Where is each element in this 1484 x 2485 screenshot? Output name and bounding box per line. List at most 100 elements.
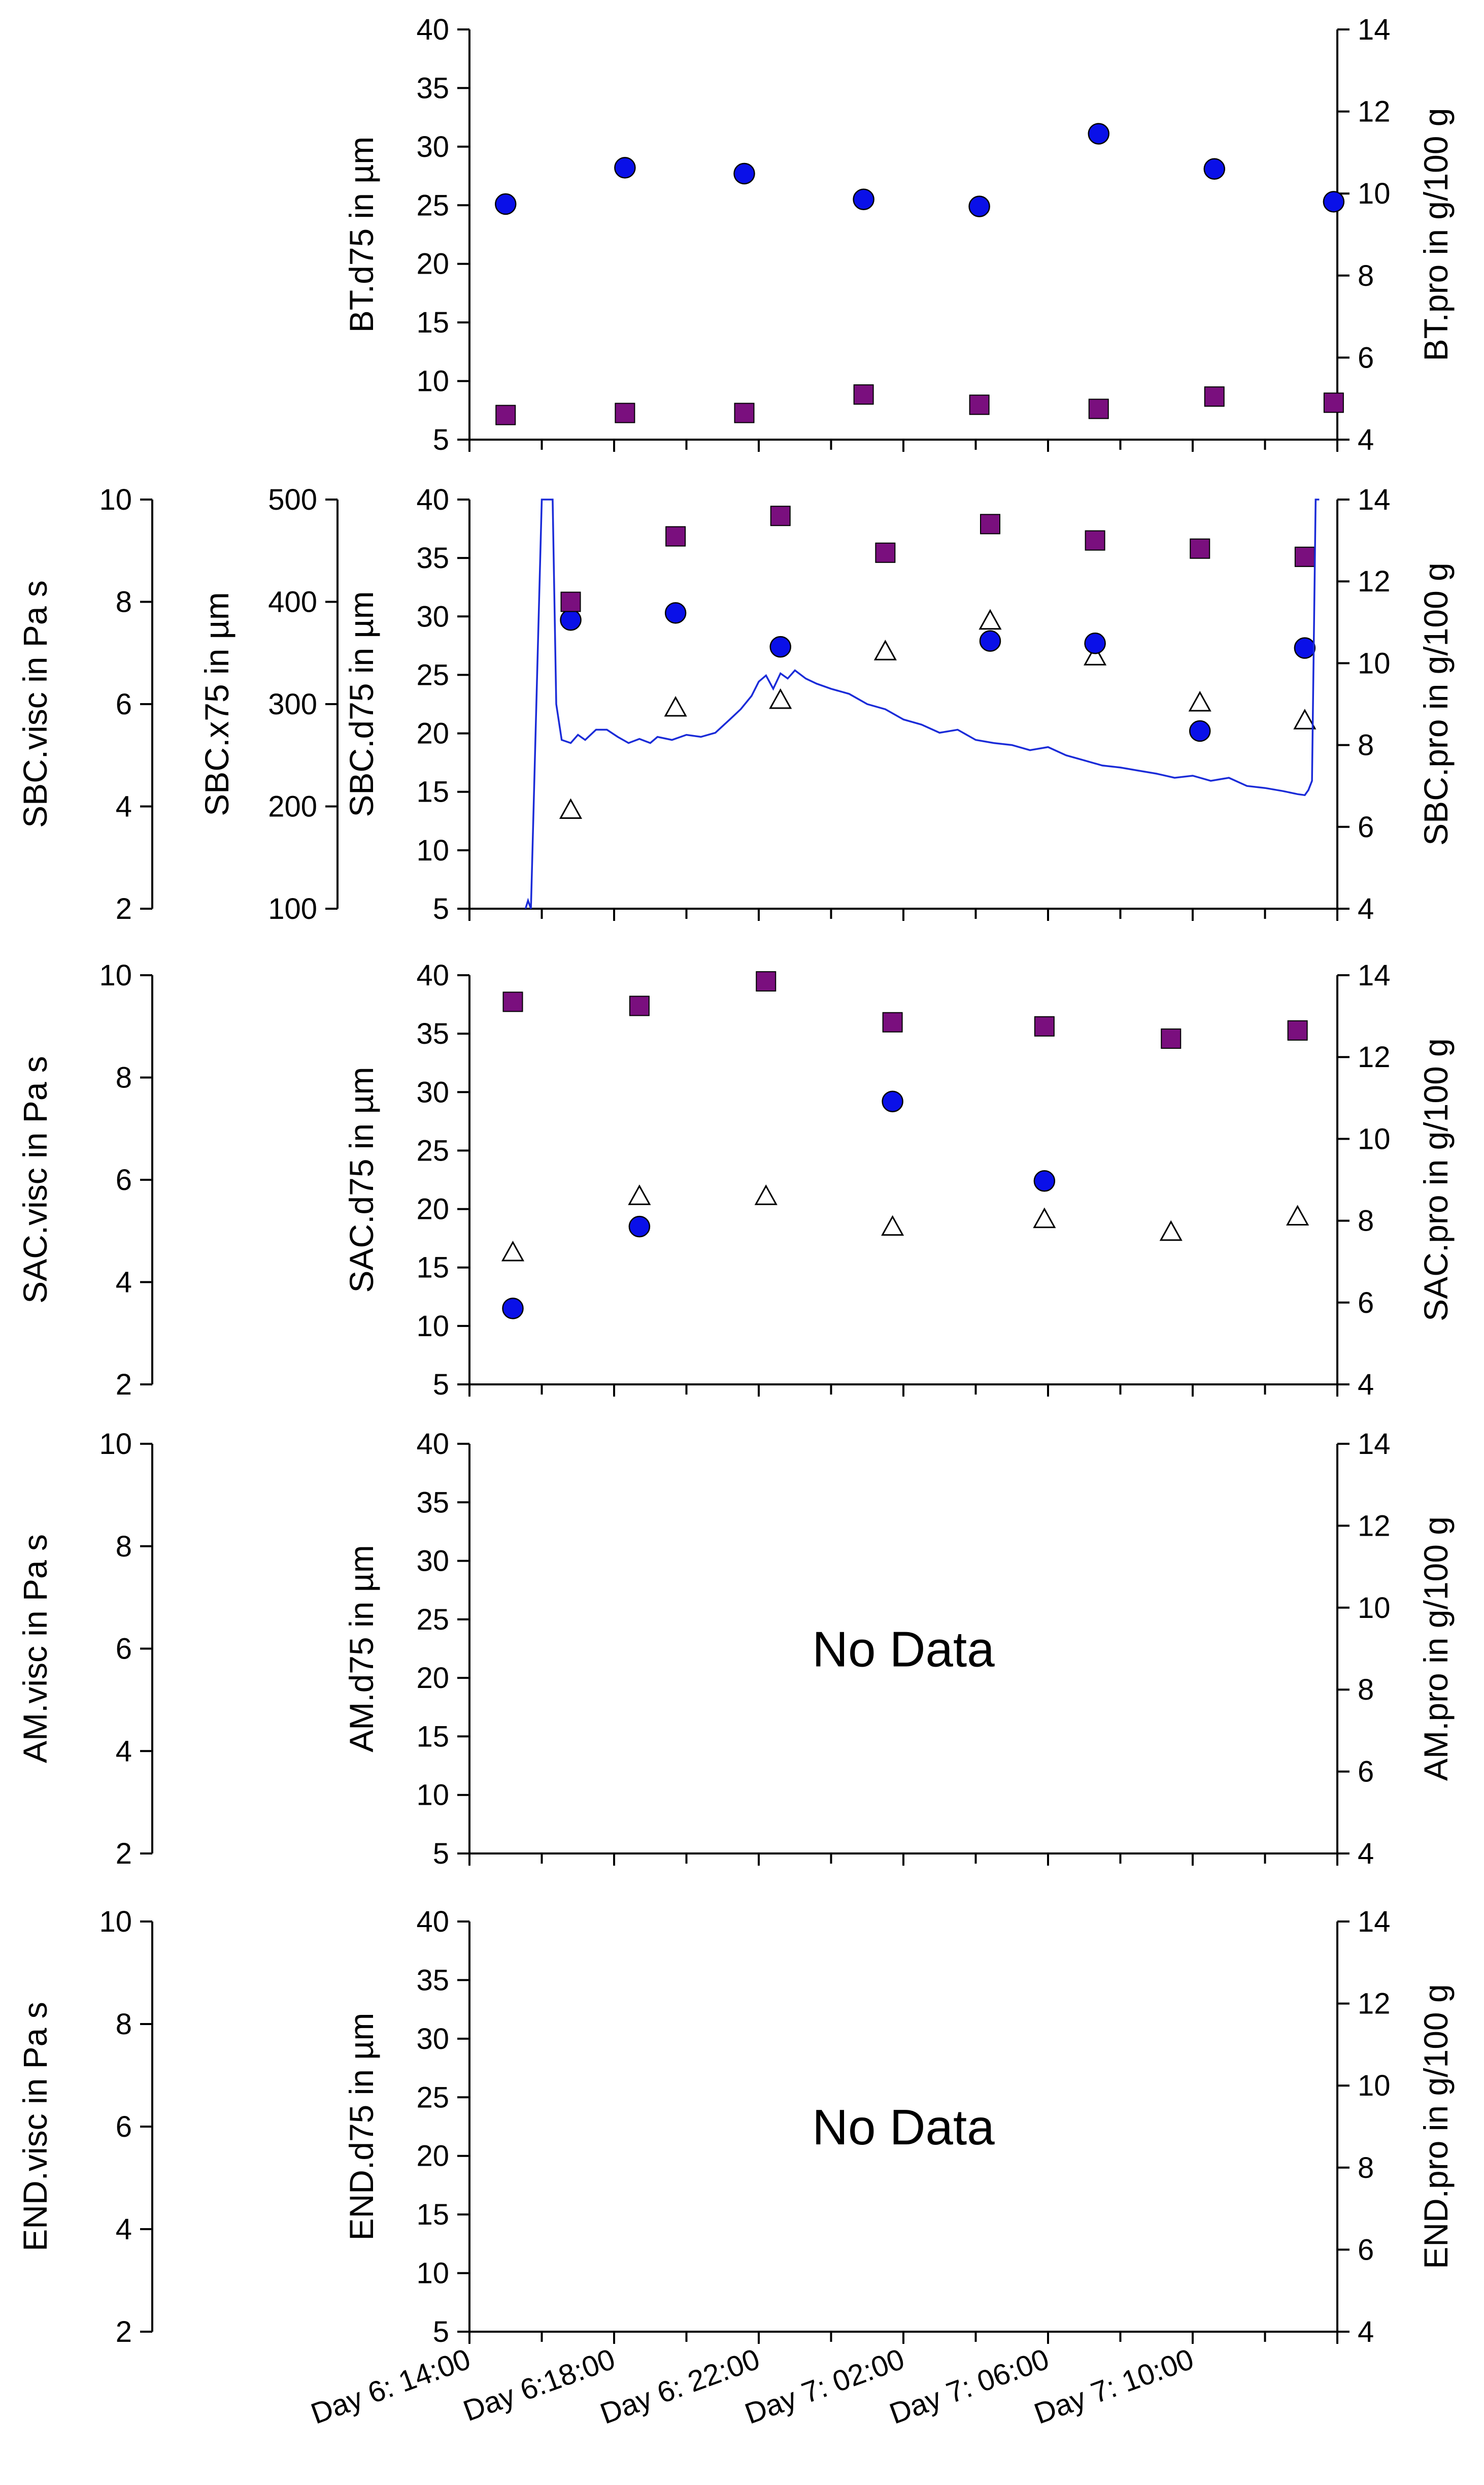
pro-point — [770, 506, 791, 526]
d75-tick-label: 15 — [416, 776, 449, 809]
pro-point — [734, 403, 755, 423]
d75-tick-label: 10 — [416, 365, 449, 398]
d75-point — [979, 630, 1001, 652]
d75-tick-label: 25 — [416, 1134, 449, 1167]
d75-tick-label: 40 — [416, 959, 449, 992]
pro-point — [1088, 399, 1109, 419]
series-visc — [501, 1184, 1309, 1262]
pro-axis-title: BT.pro in g/100 g — [1417, 108, 1455, 361]
x75-axis-title: SBC.x75 in µm — [198, 592, 235, 816]
d75-tick-label: 25 — [416, 189, 449, 222]
d75-tick-label: 20 — [416, 248, 449, 281]
visc-point — [881, 1215, 904, 1236]
pro-tick-label: 12 — [1358, 1041, 1391, 1074]
pro-point — [1204, 386, 1225, 407]
visc-tick-label: 10 — [99, 483, 132, 516]
d75-tick-label: 40 — [416, 483, 449, 516]
pro-tick-label: 10 — [1358, 2069, 1391, 2102]
d75-tick-label: 25 — [416, 2081, 449, 2114]
d75-tick-label: 25 — [416, 658, 449, 691]
pro-tick-label: 12 — [1358, 1987, 1391, 2020]
visc-point — [873, 640, 897, 660]
x-tick-label: Day 7: 10:00 — [1030, 2342, 1198, 2431]
visc-point — [664, 695, 687, 717]
d75-tick-label: 40 — [416, 1428, 449, 1461]
x-tick-label: Day 6: 14:00 — [307, 2342, 475, 2431]
visc-tick-label: 6 — [116, 688, 132, 721]
pro-tick-label: 8 — [1358, 1673, 1374, 1706]
pro-axis-title: END.pro in g/100 g — [1417, 1984, 1455, 2269]
visc-tick-label: 8 — [116, 2008, 132, 2041]
visc-tick-label: 2 — [116, 892, 132, 925]
x-tick-label: Day 7: 02:00 — [740, 2342, 908, 2431]
pro-tick-label: 8 — [1358, 729, 1374, 762]
pro-tick-label: 4 — [1358, 892, 1374, 925]
visc-tick-label: 6 — [116, 1164, 132, 1197]
d75-point — [1323, 191, 1345, 213]
d75-tick-label: 40 — [416, 13, 449, 46]
d75-point — [853, 188, 874, 210]
pro-tick-label: 14 — [1358, 1428, 1391, 1461]
pro-point — [853, 384, 874, 405]
d75-tick-label: 20 — [416, 717, 449, 750]
pro-tick-label: 4 — [1358, 1368, 1374, 1401]
d75-point — [882, 1090, 903, 1112]
d75-tick-label: 35 — [416, 1486, 449, 1519]
visc-point — [1033, 1207, 1056, 1229]
pro-tick-label: 10 — [1358, 647, 1391, 680]
visc-tick-label: 10 — [99, 959, 132, 992]
visc-axis-title: AM.visc in Pa s — [16, 1534, 54, 1763]
d75-axis-title: AM.d75 in µm — [343, 1545, 380, 1752]
visc-point — [979, 609, 1002, 630]
pro-tick-label: 10 — [1358, 1592, 1391, 1625]
pro-point — [560, 591, 581, 612]
pro-point — [1190, 538, 1210, 559]
d75-point — [664, 602, 687, 624]
x75-tick-label: 300 — [268, 688, 317, 721]
x75-tick-label: 500 — [268, 483, 317, 516]
d75-tick-label: 35 — [416, 542, 449, 575]
pro-tick-label: 14 — [1358, 959, 1391, 992]
d75-point — [769, 636, 791, 658]
pro-point — [980, 514, 1000, 535]
d75-tick-label: 30 — [416, 1076, 449, 1109]
d75-point — [733, 162, 755, 185]
pro-tick-label: 12 — [1358, 565, 1391, 598]
visc-point — [501, 1240, 525, 1262]
visc-tick-label: 6 — [116, 2110, 132, 2143]
pro-axis-title: SBC.pro in g/100 g — [1417, 562, 1455, 846]
no-data-label: No Data — [812, 1621, 995, 1677]
panel-bt: 5 10 15 20 25 30 35 40 BT.d75 in µm 4 6 8 10 12 14 BT.p… — [343, 13, 1455, 456]
visc-point — [1084, 645, 1107, 666]
series-pro — [495, 384, 1344, 425]
visc-point — [1188, 690, 1211, 712]
d75-tick-label: 15 — [416, 1720, 449, 1753]
d75-tick-label: 5 — [433, 1368, 449, 1401]
series-visc — [559, 609, 1317, 819]
pro-tick-label: 6 — [1358, 1286, 1374, 1319]
pro-tick-label: 4 — [1358, 2315, 1374, 2348]
pro-tick-label: 12 — [1358, 1509, 1391, 1542]
visc-tick-label: 8 — [116, 586, 132, 619]
x-tick-label: Day 6:18:00 — [459, 2342, 619, 2428]
pro-tick-label: 14 — [1358, 1905, 1391, 1938]
pro-point — [615, 403, 635, 423]
pro-tick-label: 4 — [1358, 423, 1374, 456]
d75-axis-title: SBC.d75 in µm — [343, 591, 380, 817]
panel-sbc: 5 10 15 20 25 30 35 40 SBC.d75 in µm 4 6 8 10 12 14 SBC… — [16, 483, 1455, 925]
visc-tick-label: 2 — [116, 1837, 132, 1870]
d75-point — [968, 195, 990, 217]
d75-point — [1189, 720, 1211, 742]
pro-point — [502, 991, 523, 1012]
pro-point — [629, 996, 650, 1016]
panel-end: 5 10 15 20 25 30 35 40 END.d75 in µm 4 6 8 10 12 14 END… — [16, 1905, 1455, 2431]
visc-tick-label: 10 — [99, 1905, 132, 1938]
pro-tick-label: 6 — [1358, 2233, 1374, 2266]
pro-axis-title: SAC.pro in g/100 g — [1417, 1038, 1455, 1321]
d75-tick-label: 30 — [416, 2023, 449, 2056]
pro-point — [1323, 392, 1344, 413]
d75-point — [614, 157, 636, 179]
pro-point — [875, 542, 896, 563]
d75-point — [1088, 123, 1109, 145]
x-tick-label: Day 7: 06:00 — [885, 2342, 1053, 2431]
